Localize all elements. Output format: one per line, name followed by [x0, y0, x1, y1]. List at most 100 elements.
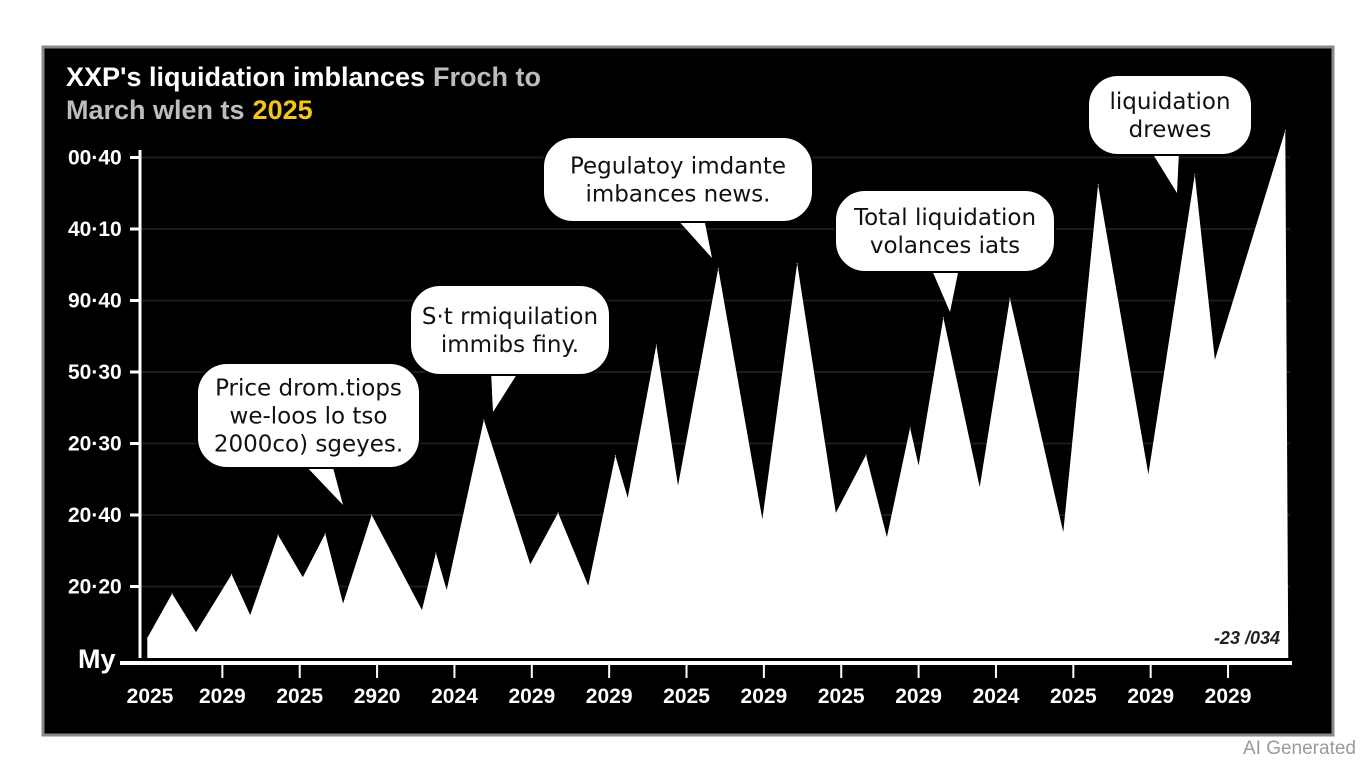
area-vertex: [342, 603, 344, 605]
area-vertex: [627, 497, 629, 499]
y-ticks: 20·20 20·40 20·30 50·30 90·40 40·10 00·40: [68, 147, 141, 599]
x-tick-label: 2025: [818, 685, 865, 708]
x-tick-label: 2025: [127, 685, 174, 708]
annotation-text: Pegulatoy imdante: [570, 154, 786, 180]
area-vertex: [587, 585, 589, 587]
annotation-text: Total liquidation: [853, 205, 1036, 231]
ai-generated-watermark: AI Generated: [1242, 738, 1356, 759]
x-tick-label: 2029: [1205, 685, 1252, 708]
area-vertex: [483, 419, 485, 421]
x-tick-label: 2920: [354, 685, 401, 708]
x-tick-label: 2025: [663, 685, 710, 708]
annotation-text: drewes: [1129, 117, 1212, 143]
area-vertex: [1009, 297, 1011, 299]
x-tick-label: 2025: [1050, 685, 1097, 708]
annotation-text: immibs finy.: [441, 332, 579, 358]
area-vertex: [1214, 359, 1216, 361]
bubble-tail: [304, 464, 343, 505]
area-vertex: [529, 563, 531, 565]
area-vertex: [761, 518, 763, 520]
x-tick-label: 2029: [895, 685, 942, 708]
y-tick-label: 40·10: [68, 218, 122, 241]
corner-label: -23 /034: [1214, 628, 1280, 648]
x-ticks: 2025 2029 2025 2920 2024 2029 2029 2025 2029 2025…: [127, 665, 1252, 708]
area-vertex: [918, 465, 920, 467]
area-vertex: [942, 317, 944, 319]
liquidation-area: [147, 130, 1289, 658]
area-vertex: [146, 637, 148, 639]
area-vertex: [171, 593, 173, 595]
area-vertex: [886, 536, 888, 538]
annotation-text: S·t rmiquilation: [422, 304, 598, 330]
area-vertex: [865, 454, 867, 456]
area-vertex: [614, 455, 616, 457]
area-vertex: [1062, 531, 1064, 533]
area-vertex: [717, 267, 719, 269]
area-vertex: [302, 576, 304, 578]
area-vertex: [324, 533, 326, 535]
bubble-body: [1087, 74, 1253, 156]
title-line1-gray: Froch to: [433, 62, 541, 92]
annotation-text: imbances news.: [586, 182, 771, 208]
x-tick-label: 2029: [1127, 685, 1174, 708]
area-vertex: [835, 512, 837, 514]
title-line1-white: XXP's liquidation imblances: [66, 62, 425, 92]
x-tick-label: 2025: [276, 685, 323, 708]
y-tick-label: 20·40: [68, 504, 122, 527]
bubble-tail: [676, 218, 712, 258]
annotation-text: liquidation: [1109, 89, 1230, 115]
area-vertex: [277, 534, 279, 536]
area-vertex: [195, 631, 197, 633]
x-tick-label: 2029: [741, 685, 788, 708]
area-vertex: [1097, 184, 1099, 186]
x-tick-label: 2029: [508, 685, 555, 708]
annotation-text: we-loos lo tso: [230, 404, 388, 430]
area-vertex: [557, 512, 559, 514]
area-vertex: [909, 427, 911, 429]
annotation-text: Price drom.tiops: [215, 376, 402, 402]
area-vertex: [435, 552, 437, 554]
y-tick-label: 00·40: [68, 147, 122, 170]
y-tick-label: 20·30: [68, 433, 122, 456]
bubble-body: [834, 189, 1056, 273]
chart-title: XXP's liquidation imblances Froch to Marc…: [66, 62, 541, 125]
bubble-body: [542, 136, 814, 223]
area-vertex: [796, 262, 798, 264]
x-tick-label: 2029: [199, 685, 246, 708]
bubble-tail: [931, 268, 959, 312]
bubble-tail: [491, 371, 519, 412]
area-vertex: [446, 589, 448, 591]
y-tick-label: 20·20: [68, 576, 122, 599]
annotation-text: volances iats: [870, 233, 1020, 259]
area-vertex: [979, 486, 981, 488]
area-vertex: [1284, 129, 1286, 131]
area-vertices: [146, 129, 1286, 639]
area-vertex: [231, 573, 233, 575]
area-vertex: [677, 485, 679, 487]
x-tick-label: 2029: [586, 685, 633, 708]
bubble-body: [409, 284, 611, 376]
area-vertex: [371, 514, 373, 516]
bubble-body: [196, 362, 421, 469]
bubble-tail: [1151, 151, 1179, 193]
area-vertex: [655, 344, 657, 346]
area-vertex: [249, 614, 251, 616]
y-tick-label: 50·30: [68, 361, 122, 384]
annotation-text: 2000co) sgeyes.: [214, 432, 403, 458]
y-tick-label: 90·40: [68, 290, 122, 313]
title-line2-gray: March wlen ts: [66, 95, 245, 125]
area-vertex: [421, 609, 423, 611]
area-vertex: [1194, 174, 1196, 176]
title-year: 2025: [253, 95, 313, 125]
y-axis-label: My: [78, 644, 116, 674]
x-tick-label: 2024: [973, 685, 1020, 708]
